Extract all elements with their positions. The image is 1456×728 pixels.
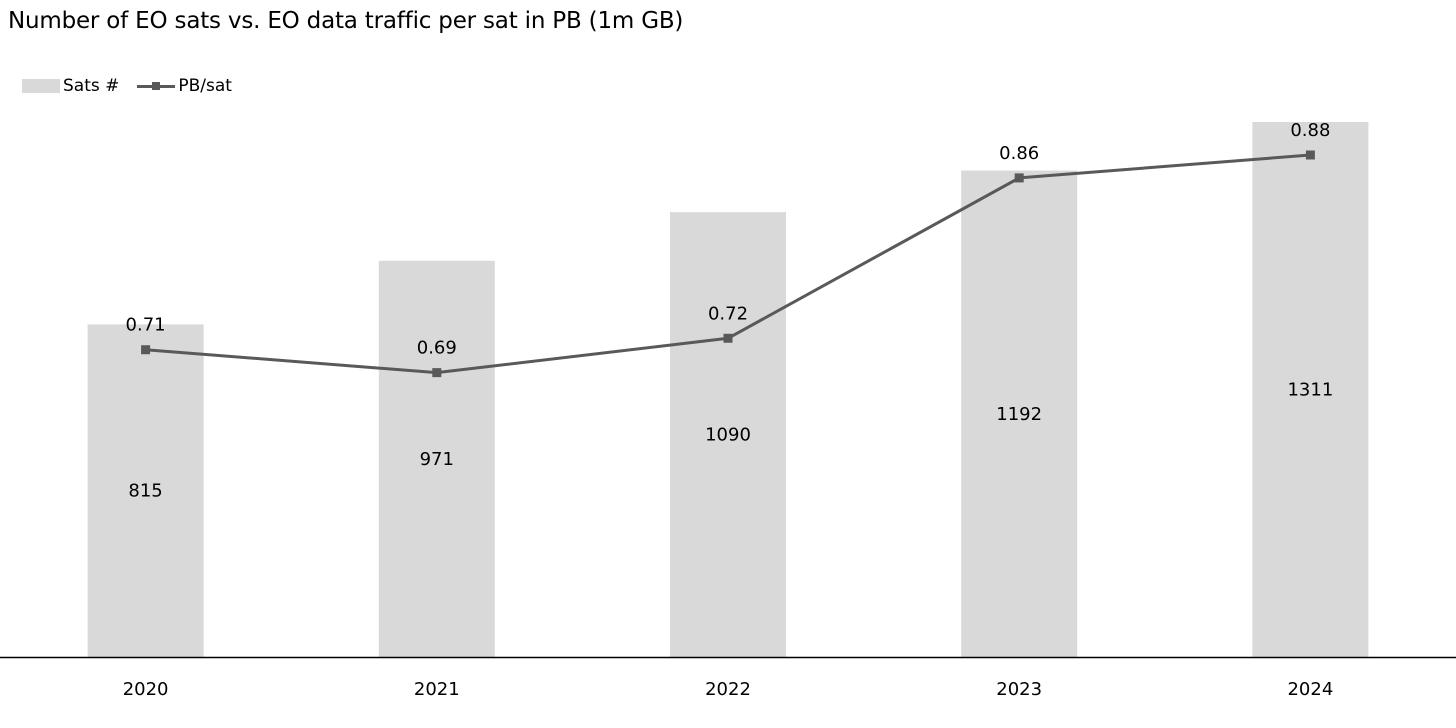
bar-value-label-2021: 971 xyxy=(420,449,454,470)
legend-item-pb-per-sat: PB/sat xyxy=(119,76,232,96)
x-tick-label-2021: 2021 xyxy=(414,679,460,700)
legend-item-sats: Sats # xyxy=(22,76,119,96)
chart-title: Number of EO sats vs. EO data traffic pe… xyxy=(8,8,684,34)
x-tick-label-2020: 2020 xyxy=(123,679,169,700)
line-value-label-2021: 0.69 xyxy=(417,338,457,359)
bar-2022 xyxy=(670,212,786,657)
line-marker-2023 xyxy=(1014,173,1024,183)
line-value-label-2023: 0.86 xyxy=(999,143,1039,164)
bar-value-label-2022: 1090 xyxy=(705,425,751,446)
bar-value-label-2020: 815 xyxy=(128,481,162,502)
line-marker-2020 xyxy=(141,345,151,355)
bar-value-label-2023: 1192 xyxy=(996,404,1042,425)
line-marker-2021 xyxy=(432,368,442,378)
legend: Sats # PB/sat xyxy=(22,75,232,97)
legend-swatch-bar xyxy=(22,79,60,93)
bar-2024 xyxy=(1252,122,1369,657)
line-marker-2022 xyxy=(723,333,733,343)
bar-value-label-2024: 1311 xyxy=(1287,380,1333,401)
line-marker-2024 xyxy=(1305,150,1315,160)
legend-swatch-line xyxy=(137,79,176,93)
bar-2020 xyxy=(87,324,204,657)
legend-label-sats: Sats # xyxy=(63,76,120,96)
bar-2021 xyxy=(378,260,495,657)
bar-2023 xyxy=(961,170,1078,657)
x-tick-label-2023: 2023 xyxy=(996,679,1042,700)
x-tick-label-2024: 2024 xyxy=(1287,679,1333,700)
line-value-label-2024: 0.88 xyxy=(1290,120,1330,141)
line-value-label-2020: 0.71 xyxy=(126,315,166,336)
legend-label-pb-per-sat: PB/sat xyxy=(178,76,232,96)
x-tick-label-2022: 2022 xyxy=(705,679,751,700)
line-value-label-2022: 0.72 xyxy=(708,303,748,324)
